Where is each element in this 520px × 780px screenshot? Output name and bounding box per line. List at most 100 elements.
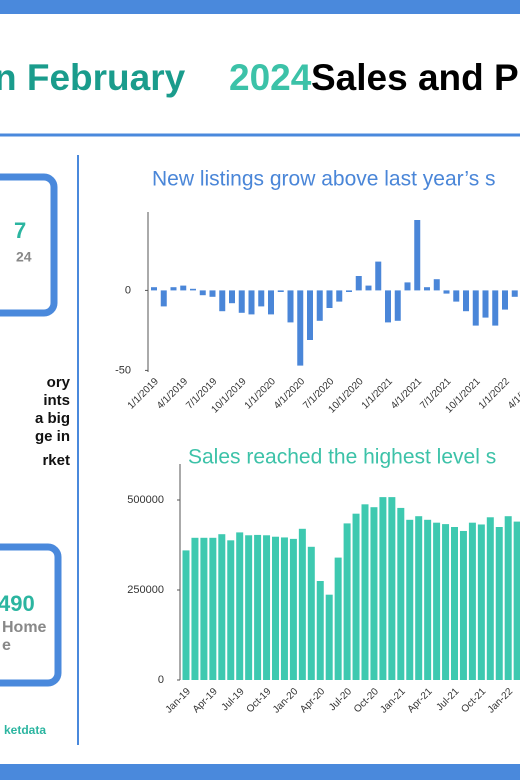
x-tick-label: Oct-21 <box>459 686 488 715</box>
bar <box>307 546 315 680</box>
bar <box>160 290 167 307</box>
note-line: ory <box>47 374 71 391</box>
bar <box>379 497 387 680</box>
page-title: n February 2024 Sales and Pr <box>0 57 520 98</box>
bar <box>433 522 441 680</box>
x-tick-label: 1/1/2022 <box>477 376 513 412</box>
x-tick-label: Jan-20 <box>271 686 301 716</box>
bar <box>316 581 324 680</box>
y-tick-label: 0 <box>125 284 131 296</box>
y-tick-label: 0 <box>158 674 164 686</box>
bar <box>229 290 235 304</box>
bar <box>316 290 323 321</box>
stat-value: 7 <box>14 218 26 243</box>
stat-sub: 24 <box>16 249 32 265</box>
bar <box>451 527 458 680</box>
x-tick-label: Oct-20 <box>352 686 381 715</box>
bar <box>355 276 362 291</box>
bar <box>394 290 401 321</box>
bar <box>346 290 352 292</box>
bar <box>415 516 423 680</box>
bar <box>495 527 503 680</box>
bar <box>199 290 206 296</box>
bar <box>414 220 421 291</box>
bar <box>388 497 396 680</box>
bar <box>459 530 467 680</box>
y-tick-label: 250000 <box>127 584 164 596</box>
bar <box>248 290 255 315</box>
bar <box>236 532 244 680</box>
bar <box>218 534 226 680</box>
bar <box>336 290 343 302</box>
bar <box>502 290 508 310</box>
bar <box>424 519 432 680</box>
bar <box>238 290 245 313</box>
bar <box>463 290 469 312</box>
x-tick-label: Jan-22 <box>486 686 516 716</box>
x-tick-label: Jul-20 <box>327 686 354 713</box>
bar <box>361 504 369 680</box>
bar <box>263 535 271 680</box>
bar <box>492 290 499 326</box>
bar <box>433 279 440 291</box>
chart-title: New listings grow above last year’s s <box>152 168 496 191</box>
bar <box>513 521 520 680</box>
bar <box>289 538 297 680</box>
bar <box>397 507 405 680</box>
bar <box>200 537 208 680</box>
x-tick-label: Apr-21 <box>406 686 435 715</box>
bar <box>258 290 265 307</box>
bar <box>245 535 253 680</box>
bar <box>326 290 333 308</box>
title-part: n February <box>0 57 186 98</box>
bar <box>287 290 294 323</box>
bar <box>272 536 279 680</box>
x-tick-label: Apr-19 <box>191 686 220 715</box>
source: ketdata <box>4 723 46 737</box>
stat-value: 490 <box>0 591 35 616</box>
bar <box>365 285 372 291</box>
bar <box>280 537 288 680</box>
bar <box>370 507 378 680</box>
bar <box>424 287 430 291</box>
bar <box>406 519 414 680</box>
note-line: ge in <box>35 428 70 445</box>
note-line: a big <box>35 410 70 427</box>
bar <box>504 516 512 680</box>
bar <box>297 290 304 366</box>
top-bar <box>0 0 520 14</box>
x-tick-label: 1/1/2020 <box>243 376 279 412</box>
bar <box>404 282 411 291</box>
bar <box>477 524 485 680</box>
stat-card <box>0 543 62 687</box>
bar <box>385 290 391 323</box>
bar <box>334 557 342 680</box>
x-tick-label: 1/1/2019 <box>126 376 162 412</box>
bar <box>277 290 284 292</box>
bar <box>468 522 476 680</box>
bar <box>453 290 460 302</box>
stat-card <box>0 173 58 317</box>
bar <box>325 594 333 680</box>
bar <box>375 261 382 291</box>
stat-sub: Home <box>2 619 47 636</box>
bar <box>511 290 518 297</box>
bar <box>442 524 450 680</box>
y-tick-label: -50 <box>115 364 131 376</box>
bar <box>180 285 187 291</box>
bar <box>219 290 226 312</box>
chart-title: Sales reached the highest level s <box>188 446 496 469</box>
bottom-bar <box>0 764 520 780</box>
bar <box>352 513 360 680</box>
x-tick-label: Jul-19 <box>220 686 247 713</box>
x-tick-label: Apr-20 <box>298 686 327 715</box>
bar <box>486 517 494 680</box>
bar <box>191 537 199 680</box>
x-tick-label: 1/1/2021 <box>360 376 396 412</box>
bar <box>268 290 274 315</box>
bar <box>254 534 262 680</box>
bar <box>209 537 217 680</box>
bar <box>190 288 196 291</box>
